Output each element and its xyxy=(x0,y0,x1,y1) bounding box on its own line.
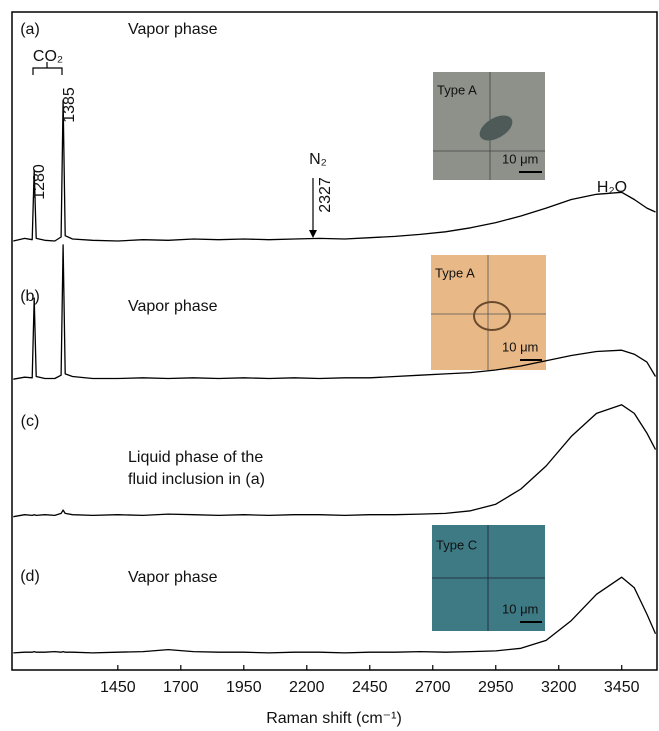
plot-frame xyxy=(11,11,658,671)
spectrum xyxy=(13,244,657,380)
inset-scale: 10 μm xyxy=(502,151,538,166)
annotation: 1385 xyxy=(61,87,78,123)
arrow-head xyxy=(309,230,317,238)
annotation: Liquid phase of the xyxy=(128,449,263,466)
annotation: (b) xyxy=(20,288,40,305)
annotation: Vapor phase xyxy=(128,298,218,315)
inclusion xyxy=(473,301,511,331)
inset-label: Type A xyxy=(437,82,477,97)
inset-label: Type A xyxy=(435,265,475,280)
inset-photo xyxy=(431,255,546,370)
bracket xyxy=(32,62,63,75)
spectrum xyxy=(13,576,657,654)
inset-label: Type C xyxy=(436,537,477,552)
annotation: fluid inclusion in (a) xyxy=(128,471,265,488)
x-axis-label: Raman shift (cm⁻¹) xyxy=(266,710,402,727)
x-tick-label: 1450 xyxy=(100,679,136,696)
annotation: 1280 xyxy=(31,164,48,200)
x-tick-label: 2950 xyxy=(478,679,514,696)
annotation: 2327 xyxy=(317,177,334,213)
annotation: Vapor phase xyxy=(128,569,218,586)
spectrum xyxy=(13,99,656,242)
annotation: H₂O xyxy=(597,179,627,196)
x-tick-label: 3450 xyxy=(604,679,640,696)
annotation: (a) xyxy=(20,21,40,38)
annotation: CO₂ xyxy=(33,48,63,65)
inclusion xyxy=(479,115,513,141)
annotation: (c) xyxy=(21,413,40,430)
annotation: (d) xyxy=(20,568,40,585)
inset-scale: 10 μm xyxy=(502,601,538,616)
x-tick-label: 2200 xyxy=(289,679,325,696)
spectrum xyxy=(13,404,657,518)
x-tick-label: 3200 xyxy=(541,679,577,696)
inset-scale: 10 μm xyxy=(502,339,538,354)
x-tick-label: 1700 xyxy=(163,679,199,696)
annotation: N₂ xyxy=(309,151,327,168)
x-tick-label: 1950 xyxy=(226,679,262,696)
x-tick-label: 2450 xyxy=(352,679,388,696)
x-tick-label: 2700 xyxy=(415,679,451,696)
annotation: Vapor phase xyxy=(128,21,218,38)
